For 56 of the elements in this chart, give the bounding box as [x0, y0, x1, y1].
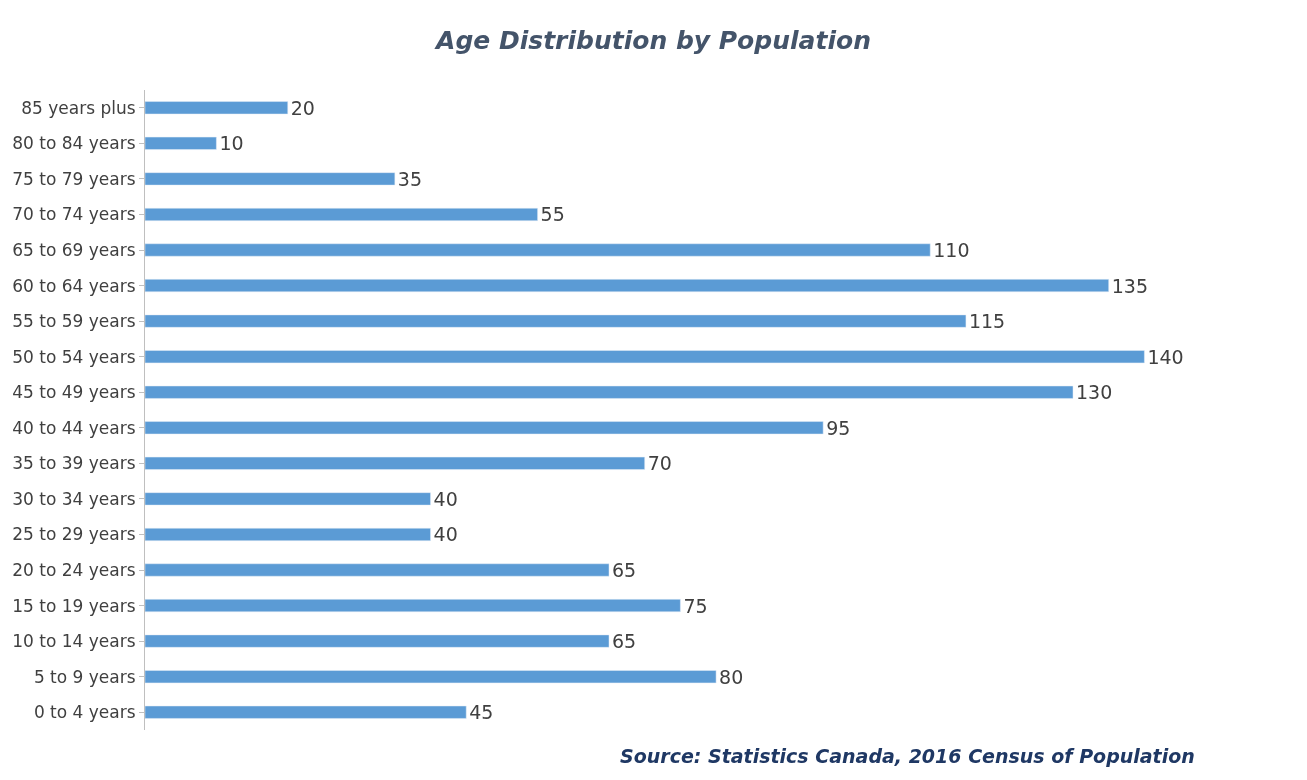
data-label: 45 [469, 701, 494, 724]
bar [145, 279, 1109, 293]
data-label: 40 [433, 523, 458, 546]
bar [145, 670, 717, 684]
bar [145, 705, 467, 719]
y-tick-label: 65 to 69 years [12, 239, 136, 260]
data-label: 55 [540, 203, 565, 226]
data-label: 135 [1111, 274, 1148, 297]
data-label: 65 [612, 630, 637, 653]
y-tick-label: 85 years plus [21, 97, 136, 118]
bar [145, 599, 681, 613]
data-label: 35 [397, 167, 423, 190]
y-tick-label: 5 to 9 years [33, 666, 136, 687]
bar [145, 456, 645, 470]
data-label: 110 [933, 239, 970, 261]
bar [145, 136, 217, 150]
y-tick-label: 35 to 39 years [12, 453, 136, 474]
data-label: 70 [647, 452, 672, 475]
chart-title: Age Distribution by Population [434, 25, 871, 55]
bar [145, 207, 538, 221]
bar [145, 634, 610, 648]
y-tick-label: 60 to 64 years [12, 275, 136, 296]
bar [145, 243, 931, 257]
bar [145, 172, 396, 186]
y-tick-label: 0 to 4 years [33, 702, 136, 723]
y-tick-label: 25 to 29 years [12, 524, 136, 545]
bar [145, 101, 289, 115]
bar [145, 492, 431, 506]
y-tick-label: 20 to 24 years [12, 559, 136, 580]
y-tick-label: 55 to 59 years [12, 311, 136, 332]
y-tick-label: 30 to 34 years [12, 488, 136, 509]
y-tick-label: 75 to 79 years [12, 168, 136, 189]
data-label: 10 [219, 132, 244, 155]
data-label: 20 [290, 96, 315, 119]
y-tick-label: 10 to 14 years [12, 631, 136, 652]
bar [145, 563, 610, 577]
y-tick-label: 40 to 44 years [12, 417, 136, 438]
data-label: 40 [433, 487, 458, 510]
bar [145, 527, 431, 541]
data-label: 75 [683, 594, 708, 617]
bar [145, 421, 824, 435]
data-label: 140 [1147, 345, 1184, 368]
data-label: 130 [1076, 381, 1113, 404]
y-tick-label: 50 to 54 years [12, 346, 136, 367]
y-tick-label: 45 to 49 years [12, 382, 136, 403]
data-label: 80 [719, 665, 744, 688]
bar [145, 314, 967, 328]
y-tick-label: 15 to 19 years [12, 595, 136, 616]
bar [145, 385, 1074, 399]
bar [145, 350, 1145, 364]
y-tick-label: 70 to 74 years [12, 204, 136, 225]
data-label: 115 [968, 310, 1006, 333]
data-label: 95 [826, 416, 851, 439]
y-tick-label: 80 to 84 years [12, 133, 136, 154]
data-label: 65 [612, 559, 637, 581]
source-note: Source: Statistics Canada, 2016 Census of Population [620, 745, 1195, 767]
